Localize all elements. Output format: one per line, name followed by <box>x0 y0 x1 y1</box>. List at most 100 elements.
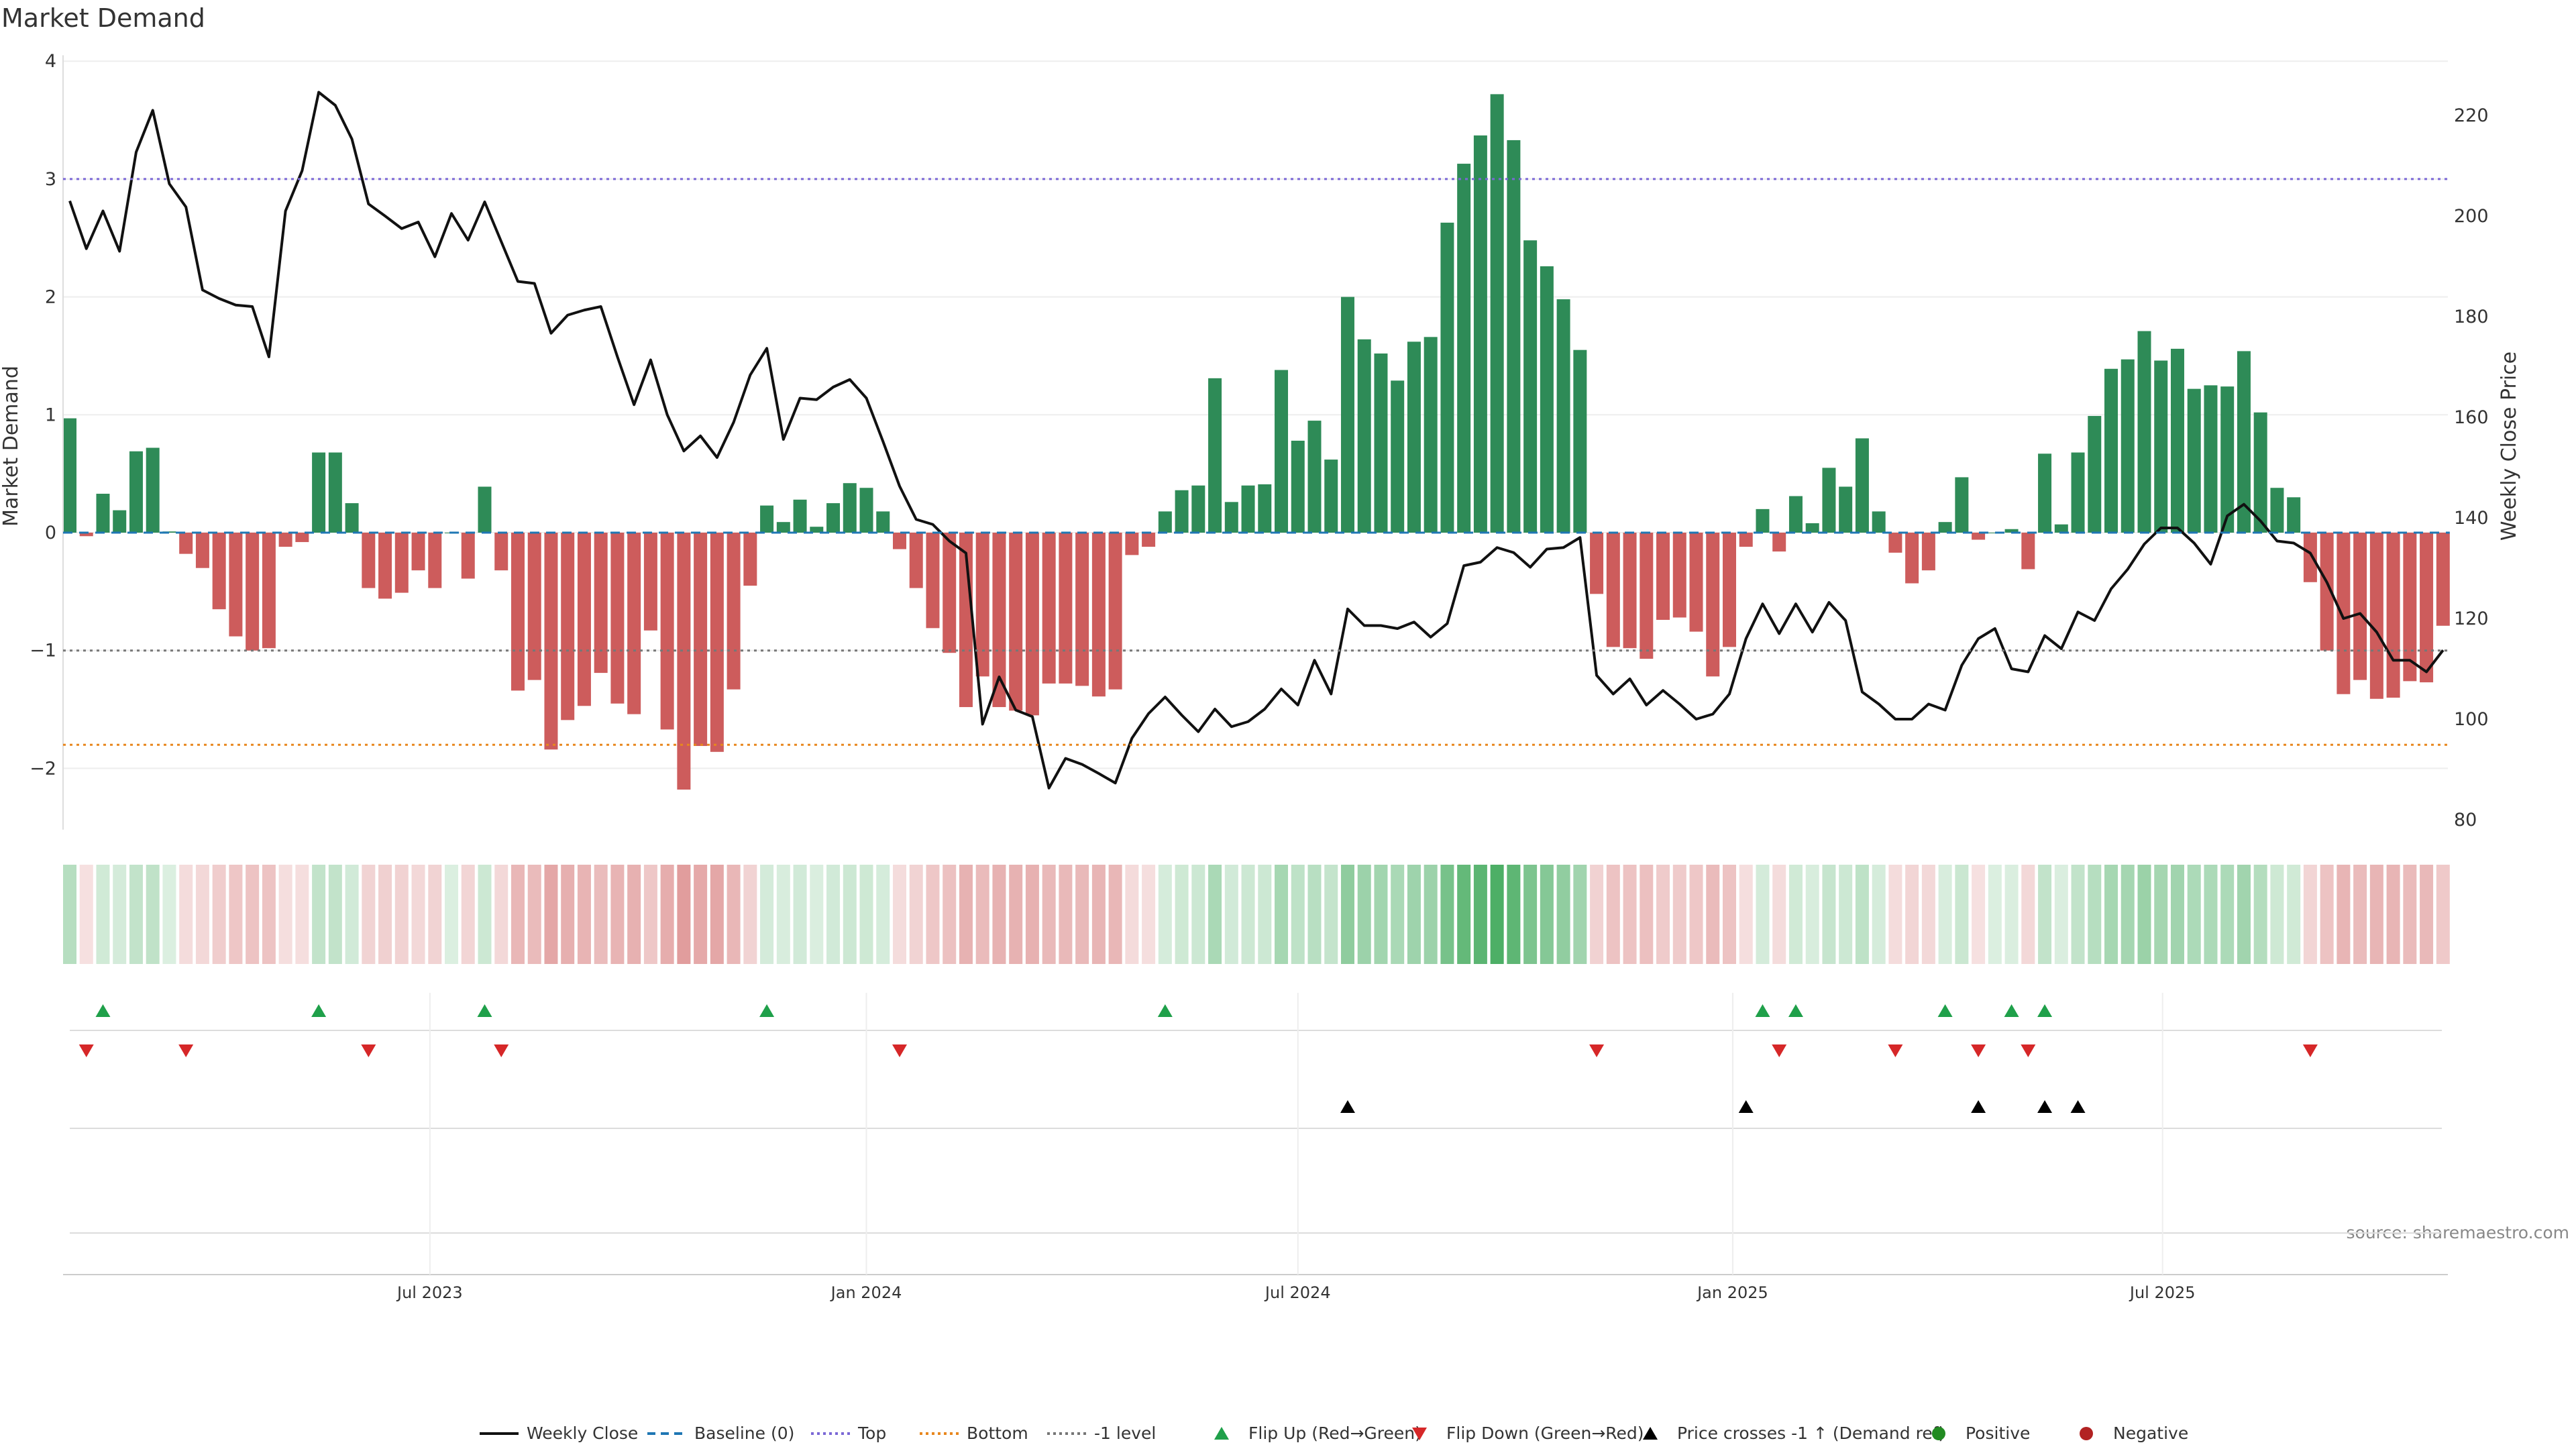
flip-down-marker <box>1888 1044 1903 1057</box>
legend-swatch <box>1214 1427 1229 1440</box>
demand-strip-cell <box>1540 865 1554 964</box>
demand-bar <box>2071 452 2085 533</box>
legend-label: Positive <box>1966 1424 2030 1443</box>
demand-bar <box>1739 533 1753 547</box>
demand-bar <box>1523 240 1538 533</box>
demand-strip-cell <box>1988 865 2002 964</box>
demand-strip-cell <box>1291 865 1305 964</box>
demand-strip-cell <box>943 865 957 964</box>
demand-bar <box>2004 529 2019 533</box>
demand-strip-cell <box>1490 865 1504 964</box>
demand-bar <box>710 533 724 752</box>
y2-tick-label: 160 <box>2454 407 2489 428</box>
demand-strip-cell <box>262 865 276 964</box>
demand-bar <box>1822 468 1836 533</box>
demand-bar <box>1955 477 1969 533</box>
demand-bar <box>1009 533 1023 711</box>
demand-strip-cell <box>478 865 492 964</box>
demand-strip-cell <box>1921 865 1935 964</box>
demand-strip-cell <box>1440 865 1454 964</box>
demand-strip-cell <box>1972 865 1986 964</box>
demand-bar <box>195 533 209 568</box>
demand-strip-cell <box>328 865 342 964</box>
demand-bar <box>394 533 409 593</box>
demand-strip-cell <box>1872 865 1886 964</box>
demand-strip-cell <box>2088 865 2102 964</box>
demand-bar <box>1640 533 1654 659</box>
demand-bar <box>2204 385 2218 533</box>
legend-label: Baseline (0) <box>694 1424 794 1443</box>
flip-up-marker <box>95 1004 111 1017</box>
y2-tick-label: 140 <box>2454 508 2489 529</box>
flip-down-marker <box>178 1044 194 1057</box>
demand-strip-cell <box>2054 865 2068 964</box>
demand-bar <box>2121 359 2135 533</box>
demand-strip-cell <box>1507 865 1521 964</box>
demand-bar <box>843 483 857 533</box>
demand-bar <box>627 533 641 714</box>
demand-strip-cell <box>1042 865 1056 964</box>
demand-strip-cell <box>2104 865 2118 964</box>
demand-strip-cell <box>129 865 143 964</box>
y-tick-label: 4 <box>45 51 56 72</box>
demand-bar <box>1291 440 1305 533</box>
demand-bar <box>2237 351 2251 533</box>
demand-bar <box>1756 508 1770 533</box>
demand-strip-cell <box>544 865 558 964</box>
demand-bar <box>2270 488 2284 533</box>
x-tick-label: Jul 2025 <box>2129 1283 2196 1302</box>
demand-strip-cell <box>428 865 442 964</box>
demand-bar <box>378 533 392 599</box>
demand-strip-cell <box>2170 865 2184 964</box>
legend-label: Price crosses -1 ↑ (Demand ref) <box>1677 1424 1945 1443</box>
demand-strip-cell <box>810 865 824 964</box>
demand-bar <box>643 533 657 631</box>
demand-bar <box>1075 533 1089 686</box>
demand-bar <box>2021 533 2035 570</box>
demand-bar <box>1374 353 1388 533</box>
demand-bar <box>743 533 757 586</box>
demand-strip-cell <box>2353 865 2367 964</box>
demand-bar <box>1208 378 1222 533</box>
demand-bar <box>2436 533 2450 626</box>
demand-strip-cell <box>859 865 873 964</box>
y2-tick-label: 80 <box>2454 810 2477 830</box>
demand-bar <box>312 452 326 533</box>
demand-bar <box>1241 485 1255 533</box>
demand-strip-cell <box>1457 865 1471 964</box>
demand-bar <box>2403 533 2417 682</box>
demand-strip-cell <box>1357 865 1371 964</box>
demand-strip-cell <box>1091 865 1106 964</box>
demand-bar <box>2420 533 2434 683</box>
demand-bar <box>1590 533 1604 594</box>
demand-strip-cell <box>96 865 110 964</box>
demand-bar <box>561 533 575 720</box>
demand-strip-cell <box>2038 865 2052 964</box>
demand-strip-cell <box>1340 865 1354 964</box>
demand-bar <box>146 447 160 533</box>
legend-label: Weekly Close <box>527 1424 638 1443</box>
demand-bar <box>1307 421 1322 533</box>
legend-swatch <box>1412 1428 1427 1440</box>
demand-strip-cell <box>2420 865 2434 964</box>
demand-bar <box>1872 511 1886 533</box>
demand-bar <box>1540 266 1554 533</box>
demand-bar <box>2187 388 2201 533</box>
x-tick-label: Jul 2024 <box>1264 1283 1331 1302</box>
demand-bar <box>2303 533 2317 582</box>
y2-axis-label: Weekly Close Price <box>2498 352 2521 541</box>
demand-strip-cell <box>1822 865 1836 964</box>
demand-strip-cell <box>2154 865 2168 964</box>
flip-down-marker <box>494 1044 509 1057</box>
demand-strip-cell <box>926 865 940 964</box>
legend-label: Flip Down (Green→Red) <box>1446 1424 1644 1443</box>
demand-bar <box>677 533 691 790</box>
flip-down-marker <box>78 1044 94 1057</box>
demand-strip-cell <box>893 865 906 964</box>
demand-strip-cell <box>1623 865 1637 964</box>
demand-strip-cell <box>1391 865 1405 964</box>
price-cross-marker <box>2070 1100 2086 1113</box>
demand-strip-cell <box>1125 865 1139 964</box>
demand-strip-cell <box>627 865 641 964</box>
